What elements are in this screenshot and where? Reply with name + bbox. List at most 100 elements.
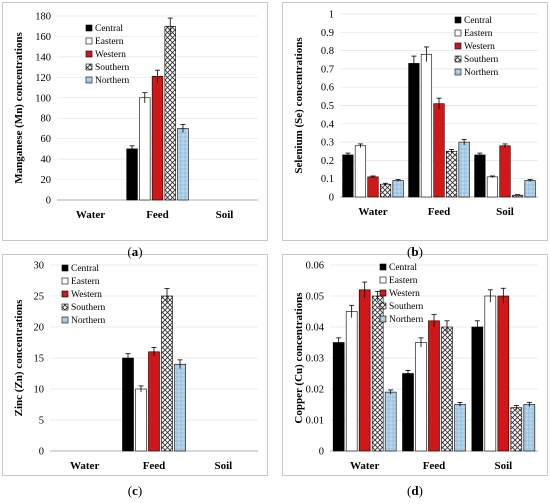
bar-western <box>358 289 371 452</box>
legend-label: Western <box>71 290 102 300</box>
legend-label: Central <box>95 24 123 34</box>
legend-swatch-central <box>379 263 387 271</box>
bar-central <box>474 154 486 198</box>
bar-northern <box>174 363 186 452</box>
y-tick-label: 120 <box>35 73 51 84</box>
legend-label: Central <box>464 16 492 26</box>
chart-c: 0 5 10 15 20 25 30 Zinc (Zn) concentrations Wate… <box>13 261 258 472</box>
bar-central <box>332 342 345 452</box>
y-tick-label: 15 <box>34 354 45 365</box>
legend-swatch-eastern <box>85 37 93 45</box>
y-tick-label: 140 <box>35 52 51 63</box>
legend: Central Eastern Western Southern Northern <box>85 24 130 86</box>
legend-swatch-southern <box>454 55 462 63</box>
bar-eastern <box>354 145 367 198</box>
bar-central <box>126 148 138 201</box>
y-tick-label: 0.9 <box>321 28 334 39</box>
y-tick-label: 0.03 <box>306 354 324 365</box>
y-axis-label: Copper (Cu) concentrations <box>293 292 305 424</box>
y-tick-label: 0.7 <box>321 64 334 75</box>
legend-label: Western <box>464 42 495 52</box>
chart-a: 0 20 40 60 80 100 120 140 160 180 Manganese (Mn) c… <box>13 12 258 221</box>
bar-eastern <box>484 295 497 452</box>
y-tick-label: 160 <box>35 32 51 43</box>
sublabel-d: (d) <box>407 483 423 498</box>
legend-label: Eastern <box>95 37 124 47</box>
y-tick-label: 10 <box>34 385 45 396</box>
legend-swatch-western <box>85 50 93 58</box>
y-tick-label: 0.2 <box>321 156 334 167</box>
y-tick-label: 0.5 <box>321 101 334 112</box>
y-tick-label: 0.3 <box>321 138 334 149</box>
bar-western <box>151 76 164 201</box>
y-axis-label: Zinc (Zn) concentrations <box>13 299 25 416</box>
bar-northern <box>458 141 470 198</box>
x-category-label: Water <box>76 209 105 221</box>
legend-label: Northern <box>71 316 106 326</box>
legend-label: Northern <box>464 68 499 78</box>
y-axis-label: Manganese (Mn) concentrations <box>13 32 25 184</box>
y-tick-label: 20 <box>34 323 45 334</box>
bar-northern <box>454 404 466 452</box>
panel-d-frame <box>282 254 548 476</box>
bar-western <box>428 320 440 452</box>
y-tick-label: 0.6 <box>321 83 334 94</box>
y-tick-label: 0.02 <box>306 385 324 396</box>
y-tick-label: 60 <box>41 134 52 145</box>
sublabel-b: (b) <box>407 244 423 259</box>
y-tick-label: 0 <box>319 447 324 458</box>
bar-eastern <box>486 176 499 198</box>
bar-western <box>367 176 379 198</box>
y-tick-label: 0.4 <box>321 119 335 130</box>
panel-b-frame <box>282 2 548 241</box>
legend-swatch-central <box>454 16 462 24</box>
x-category-label: Soil <box>494 460 512 472</box>
bar-eastern <box>135 388 147 452</box>
legend-label: Western <box>389 289 420 299</box>
y-tick-label: 20 <box>41 175 52 186</box>
legend-swatch-eastern <box>61 277 69 285</box>
y-tick-label: 40 <box>41 155 52 166</box>
y-tick-label: 80 <box>41 114 52 125</box>
legend-swatch-southern <box>61 303 69 311</box>
panel-a-frame <box>2 2 268 241</box>
y-tick-label: 0.04 <box>306 323 325 334</box>
legend-swatch-southern <box>379 302 387 310</box>
bar-western <box>497 295 510 452</box>
bar-northern <box>392 180 404 198</box>
y-tick-label: 0 <box>46 196 51 207</box>
legend-swatch-western <box>454 42 462 50</box>
y-tick-label: 0.06 <box>306 261 324 272</box>
legend-swatch-western <box>61 290 69 298</box>
bar-northern <box>523 404 536 452</box>
x-category-label: Soil <box>214 460 232 472</box>
legend-swatch-northern <box>61 316 69 324</box>
bar-eastern <box>420 53 433 198</box>
sublabel-c: (c) <box>127 483 143 498</box>
bar-central <box>122 357 134 452</box>
y-tick-label: 180 <box>35 12 51 23</box>
bar-southern <box>164 25 176 201</box>
y-tick-label: 0.1 <box>321 174 334 185</box>
legend: Central Eastern Western Southern Northern <box>379 263 424 325</box>
x-category-label: Feed <box>428 206 451 218</box>
legend: Central Eastern Western Southern Northern <box>454 16 499 78</box>
legend-swatch-northern <box>85 76 93 84</box>
legend-label: Central <box>71 264 99 274</box>
legend-swatch-eastern <box>454 29 462 37</box>
y-tick-label: 30 <box>34 261 45 272</box>
chart-b: 0 0.1 0.2 0.3 0.4 0.5 0.6 0.7 0.8 0.9 1 Selenium (S… <box>293 10 538 218</box>
bar-western <box>499 145 511 198</box>
legend-label: Northern <box>95 76 130 86</box>
x-category-label: Feed <box>143 460 166 472</box>
x-category-label: Feed <box>423 460 446 472</box>
x-category-label: Water <box>358 206 387 218</box>
legend-label: Central <box>389 263 417 273</box>
bar-northern <box>177 128 189 201</box>
y-tick-label: 0.05 <box>306 292 324 303</box>
legend-swatch-eastern <box>379 276 387 284</box>
bar-eastern <box>139 97 151 201</box>
legend-swatch-southern <box>85 63 93 71</box>
legend-label: Southern <box>464 55 499 65</box>
bar-eastern <box>415 342 427 452</box>
